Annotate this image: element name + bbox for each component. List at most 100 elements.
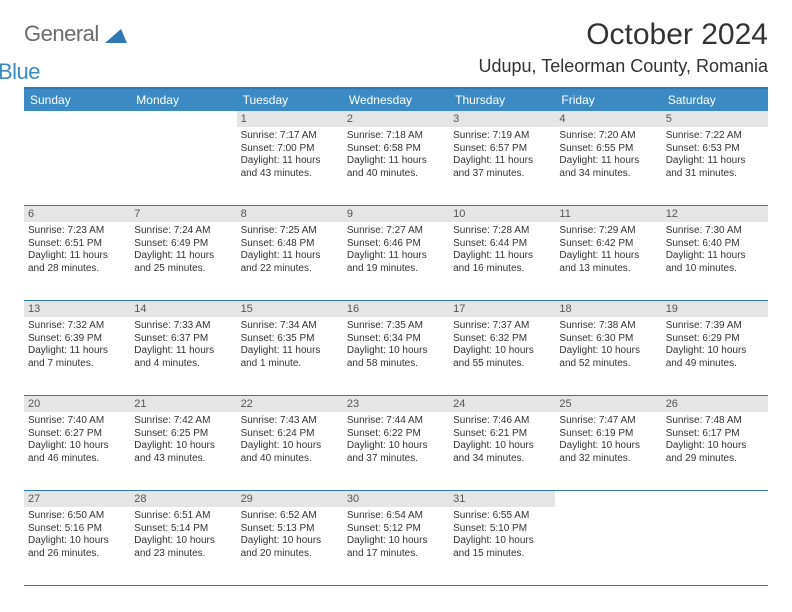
day-cell bbox=[662, 507, 768, 585]
sunrise-text: Sunrise: 7:20 AM bbox=[559, 130, 657, 143]
day-number: 24 bbox=[449, 396, 555, 412]
sunset-text: Sunset: 6:17 PM bbox=[666, 428, 764, 441]
day-header: Friday bbox=[555, 89, 661, 111]
daylight-text: Daylight: 11 hours and 40 minutes. bbox=[347, 155, 445, 180]
day-cell: Sunrise: 7:23 AMSunset: 6:51 PMDaylight:… bbox=[24, 222, 130, 300]
sunset-text: Sunset: 6:58 PM bbox=[347, 143, 445, 156]
day-number: 23 bbox=[343, 396, 449, 412]
day-cell: Sunrise: 7:44 AMSunset: 6:22 PMDaylight:… bbox=[343, 412, 449, 490]
day-cell: Sunrise: 7:22 AMSunset: 6:53 PMDaylight:… bbox=[662, 127, 768, 205]
day-header: Thursday bbox=[449, 89, 555, 111]
daylight-text: Daylight: 11 hours and 13 minutes. bbox=[559, 250, 657, 275]
day-number: 17 bbox=[449, 301, 555, 317]
daynum-row: 12345 bbox=[24, 111, 768, 127]
daylight-text: Daylight: 11 hours and 4 minutes. bbox=[134, 345, 232, 370]
daynum-row: 6789101112 bbox=[24, 206, 768, 222]
sunset-text: Sunset: 6:40 PM bbox=[666, 238, 764, 251]
sunrise-text: Sunrise: 6:55 AM bbox=[453, 510, 551, 523]
sunrise-text: Sunrise: 7:38 AM bbox=[559, 320, 657, 333]
day-cell: Sunrise: 6:55 AMSunset: 5:10 PMDaylight:… bbox=[449, 507, 555, 585]
sunrise-text: Sunrise: 7:23 AM bbox=[28, 225, 126, 238]
day-cell: Sunrise: 7:28 AMSunset: 6:44 PMDaylight:… bbox=[449, 222, 555, 300]
sunset-text: Sunset: 6:27 PM bbox=[28, 428, 126, 441]
day-cell: Sunrise: 7:48 AMSunset: 6:17 PMDaylight:… bbox=[662, 412, 768, 490]
day-cell: Sunrise: 7:38 AMSunset: 6:30 PMDaylight:… bbox=[555, 317, 661, 395]
sunrise-text: Sunrise: 7:35 AM bbox=[347, 320, 445, 333]
sunset-text: Sunset: 6:30 PM bbox=[559, 333, 657, 346]
sunrise-text: Sunrise: 7:47 AM bbox=[559, 415, 657, 428]
day-number: 16 bbox=[343, 301, 449, 317]
day-cell: Sunrise: 7:30 AMSunset: 6:40 PMDaylight:… bbox=[662, 222, 768, 300]
day-number: 29 bbox=[237, 491, 343, 507]
day-header: Sunday bbox=[24, 89, 130, 111]
day-number: 5 bbox=[662, 111, 768, 127]
day-cell: Sunrise: 7:43 AMSunset: 6:24 PMDaylight:… bbox=[237, 412, 343, 490]
header: General Blue October 2024 Udupu, Teleorm… bbox=[24, 18, 768, 77]
sunrise-text: Sunrise: 7:28 AM bbox=[453, 225, 551, 238]
daylight-text: Daylight: 11 hours and 28 minutes. bbox=[28, 250, 126, 275]
sunset-text: Sunset: 5:16 PM bbox=[28, 523, 126, 536]
daylight-text: Daylight: 10 hours and 52 minutes. bbox=[559, 345, 657, 370]
sunset-text: Sunset: 6:46 PM bbox=[347, 238, 445, 251]
sunrise-text: Sunrise: 7:25 AM bbox=[241, 225, 339, 238]
daylight-text: Daylight: 10 hours and 32 minutes. bbox=[559, 440, 657, 465]
day-cell: Sunrise: 7:33 AMSunset: 6:37 PMDaylight:… bbox=[130, 317, 236, 395]
sunrise-text: Sunrise: 7:30 AM bbox=[666, 225, 764, 238]
sunset-text: Sunset: 6:53 PM bbox=[666, 143, 764, 156]
day-number bbox=[24, 111, 130, 127]
day-cell: Sunrise: 6:51 AMSunset: 5:14 PMDaylight:… bbox=[130, 507, 236, 585]
day-number: 18 bbox=[555, 301, 661, 317]
day-number: 9 bbox=[343, 206, 449, 222]
day-number: 11 bbox=[555, 206, 661, 222]
day-cell: Sunrise: 7:37 AMSunset: 6:32 PMDaylight:… bbox=[449, 317, 555, 395]
sunset-text: Sunset: 6:22 PM bbox=[347, 428, 445, 441]
daynum-row: 20212223242526 bbox=[24, 396, 768, 412]
day-cell: Sunrise: 7:19 AMSunset: 6:57 PMDaylight:… bbox=[449, 127, 555, 205]
day-header: Wednesday bbox=[343, 89, 449, 111]
sunrise-text: Sunrise: 7:43 AM bbox=[241, 415, 339, 428]
day-number: 12 bbox=[662, 206, 768, 222]
day-number: 2 bbox=[343, 111, 449, 127]
day-cell: Sunrise: 7:17 AMSunset: 7:00 PMDaylight:… bbox=[237, 127, 343, 205]
sunset-text: Sunset: 5:13 PM bbox=[241, 523, 339, 536]
day-number: 14 bbox=[130, 301, 236, 317]
day-header: Tuesday bbox=[237, 89, 343, 111]
daylight-text: Daylight: 10 hours and 20 minutes. bbox=[241, 535, 339, 560]
sunrise-text: Sunrise: 7:22 AM bbox=[666, 130, 764, 143]
day-cell: Sunrise: 7:32 AMSunset: 6:39 PMDaylight:… bbox=[24, 317, 130, 395]
sunset-text: Sunset: 6:34 PM bbox=[347, 333, 445, 346]
sunrise-text: Sunrise: 7:24 AM bbox=[134, 225, 232, 238]
sunset-text: Sunset: 6:21 PM bbox=[453, 428, 551, 441]
day-cell: Sunrise: 7:25 AMSunset: 6:48 PMDaylight:… bbox=[237, 222, 343, 300]
day-number: 20 bbox=[24, 396, 130, 412]
day-number: 21 bbox=[130, 396, 236, 412]
day-number: 13 bbox=[24, 301, 130, 317]
daylight-text: Daylight: 10 hours and 34 minutes. bbox=[453, 440, 551, 465]
sunset-text: Sunset: 6:25 PM bbox=[134, 428, 232, 441]
sunset-text: Sunset: 6:44 PM bbox=[453, 238, 551, 251]
week-row: Sunrise: 7:23 AMSunset: 6:51 PMDaylight:… bbox=[24, 222, 768, 301]
sunrise-text: Sunrise: 7:27 AM bbox=[347, 225, 445, 238]
sunrise-text: Sunrise: 6:54 AM bbox=[347, 510, 445, 523]
day-cell: Sunrise: 7:42 AMSunset: 6:25 PMDaylight:… bbox=[130, 412, 236, 490]
day-number: 10 bbox=[449, 206, 555, 222]
daylight-text: Daylight: 10 hours and 58 minutes. bbox=[347, 345, 445, 370]
daylight-text: Daylight: 10 hours and 43 minutes. bbox=[134, 440, 232, 465]
day-cell: Sunrise: 7:40 AMSunset: 6:27 PMDaylight:… bbox=[24, 412, 130, 490]
day-cell bbox=[24, 127, 130, 205]
daylight-text: Daylight: 11 hours and 16 minutes. bbox=[453, 250, 551, 275]
sunrise-text: Sunrise: 6:50 AM bbox=[28, 510, 126, 523]
day-number: 26 bbox=[662, 396, 768, 412]
daylight-text: Daylight: 11 hours and 7 minutes. bbox=[28, 345, 126, 370]
sunrise-text: Sunrise: 7:40 AM bbox=[28, 415, 126, 428]
sunset-text: Sunset: 6:29 PM bbox=[666, 333, 764, 346]
day-cell: Sunrise: 7:34 AMSunset: 6:35 PMDaylight:… bbox=[237, 317, 343, 395]
daylight-text: Daylight: 10 hours and 17 minutes. bbox=[347, 535, 445, 560]
daylight-text: Daylight: 11 hours and 22 minutes. bbox=[241, 250, 339, 275]
sunrise-text: Sunrise: 6:51 AM bbox=[134, 510, 232, 523]
day-number bbox=[662, 491, 768, 507]
daylight-text: Daylight: 11 hours and 25 minutes. bbox=[134, 250, 232, 275]
day-number: 30 bbox=[343, 491, 449, 507]
week-row: Sunrise: 7:40 AMSunset: 6:27 PM Daylight:… bbox=[24, 412, 768, 491]
day-cell bbox=[130, 127, 236, 205]
